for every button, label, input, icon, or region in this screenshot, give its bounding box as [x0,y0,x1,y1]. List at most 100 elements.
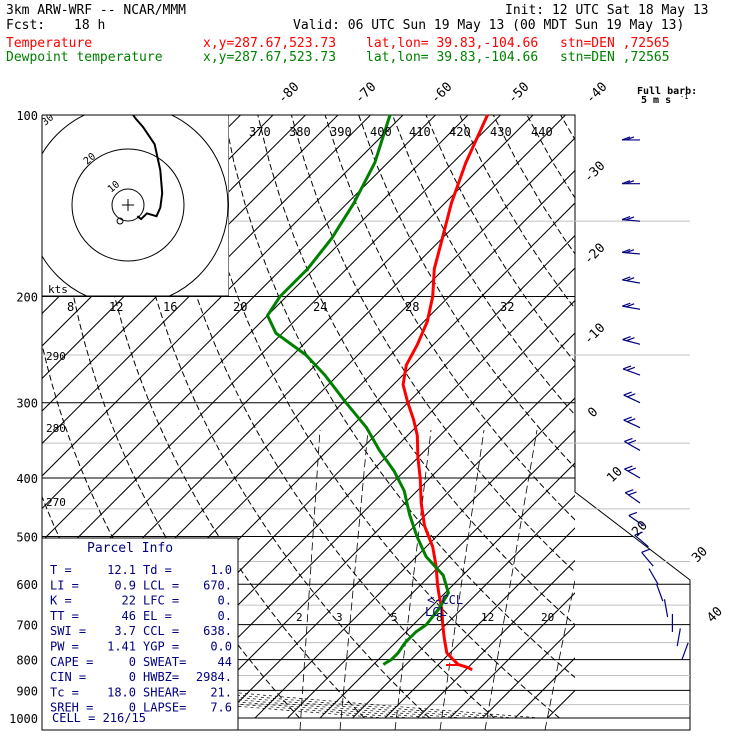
isotherm-label-right: -10 [581,321,608,348]
mixing-ratio-line [339,429,369,730]
wind-barb-flag [625,303,635,308]
pressure-tick-label: 400 [16,472,38,486]
theta-e-label: 430 [490,125,512,139]
mixing-ratio-line [394,429,432,730]
parcel-cell: CELL = 216/15 [52,711,146,725]
dry-adiabat [257,115,575,626]
dewpoint-station: stn=DEN ,72565 [560,50,670,65]
parcel-row-value-2: 0. [218,594,232,608]
parcel-row-label: TT = [50,609,79,623]
wind-barb-staff [623,419,641,429]
parcel-row-value: 1.41 [107,640,136,654]
parcel-row-label-2: HWBZ= [143,670,179,684]
parcel-row-label: PW = [50,640,79,654]
isotherm-line [417,559,575,719]
isotherm-line [287,429,575,719]
mixing-ratio-line [439,429,485,730]
speed-label: 32 [500,300,514,314]
pressure-tick-label: 1000 [9,712,38,726]
wind-barb [648,568,659,585]
parcel-row-label-2: YGP = [143,640,179,654]
fcst-value: 18 h [74,18,106,33]
wind-barb-flag [624,465,633,470]
dry-adiabat [492,115,575,255]
wind-barb-flag [622,365,632,370]
parcel-row-label: SREH = [50,701,93,715]
wind-barb [623,416,641,429]
isotherm-label-top: -60 [428,80,455,107]
wind-barb-staff [656,584,664,602]
parcel-row-label-2: LCL = [143,578,179,592]
isotherm-label-top: -70 [352,80,379,107]
wind-barb [621,136,640,141]
isotherm-line [42,115,436,510]
hodograph-frame [42,115,229,296]
temperature-trace [401,114,489,672]
wind-barb-staff [676,628,681,647]
dry-adiabat [324,115,575,521]
isotherm-line [42,115,404,477]
pressure-tick-label: 200 [16,291,38,305]
parcel-row-value-2: 638. [203,624,232,638]
isotherm-label-right: 30 [689,544,711,566]
isotherm-line [254,397,575,719]
wind-barb [681,642,689,660]
dry-adiabat [560,115,575,141]
hodograph-ring [71,148,185,262]
wind-barb-flag [627,467,637,472]
wind-barb-staff [681,642,689,660]
theta-e-label: 370 [249,125,271,139]
ccl-marker: <-CCL [427,593,463,607]
dry-adiabat [122,115,430,719]
isotherm-line [319,462,575,719]
wind-barb-staff [622,279,641,284]
wind-barb-staff [622,219,641,222]
dry-adiabat [391,115,575,416]
mixing-ratio-line [544,577,575,730]
wind-barb [622,336,641,345]
isotherm-line [384,527,575,719]
speed-label: 28 [405,300,419,314]
pressure-tick-label: 700 [16,619,38,633]
wind-barb-staff [641,551,654,567]
wind-barb-flag [621,216,631,221]
hodograph-trace [131,115,164,221]
mixing-ratio-label: 12 [481,611,494,624]
isotherm-label-top: -40 [583,80,610,107]
parcel-row-value: 0 [129,670,136,684]
speed-label: 12 [109,300,123,314]
barb-legend-exponent: -1 [680,93,688,101]
wind-barb-staff [648,568,659,585]
wind-barb-flag [641,548,650,553]
wind-barb-flag [628,491,637,496]
wind-barb-staff [634,534,649,548]
wind-barb-flag [626,366,636,371]
barb-legend-title: Full barb: [637,86,697,97]
parcel-row-label: LI = [50,578,79,592]
parcel-row-value: 22 [122,594,136,608]
isotherm-line [42,115,534,607]
wind-barb-flag [622,302,631,307]
wind-barb-flag [625,277,635,282]
isotherm-line [222,364,575,719]
wind-barb [663,599,669,618]
wind-barb [641,548,654,567]
wind-barb-staff [628,514,644,527]
wind-barb-flag [623,416,632,421]
isotherm-line [42,115,501,575]
theta-e-label: 380 [289,125,311,139]
isotherm-line [189,332,575,719]
parcel-row-label-2: LAPSE= [143,701,186,715]
valid-time: Valid: 06 UTC Sun 19 May 13 (00 MDT Sun … [293,18,685,33]
isotherm-line [514,657,575,719]
isotherm-label-top: -50 [505,80,532,107]
parcel-row-value-2: 21. [210,685,232,699]
wind-barb-flag [622,276,631,281]
wind-barb-flag [625,216,635,221]
wind-barb [621,180,640,185]
wind-barb [622,276,641,284]
wind-barb-flag [621,248,631,253]
parcel-row-value: 0 [129,655,136,669]
speed-label: 24 [313,300,327,314]
